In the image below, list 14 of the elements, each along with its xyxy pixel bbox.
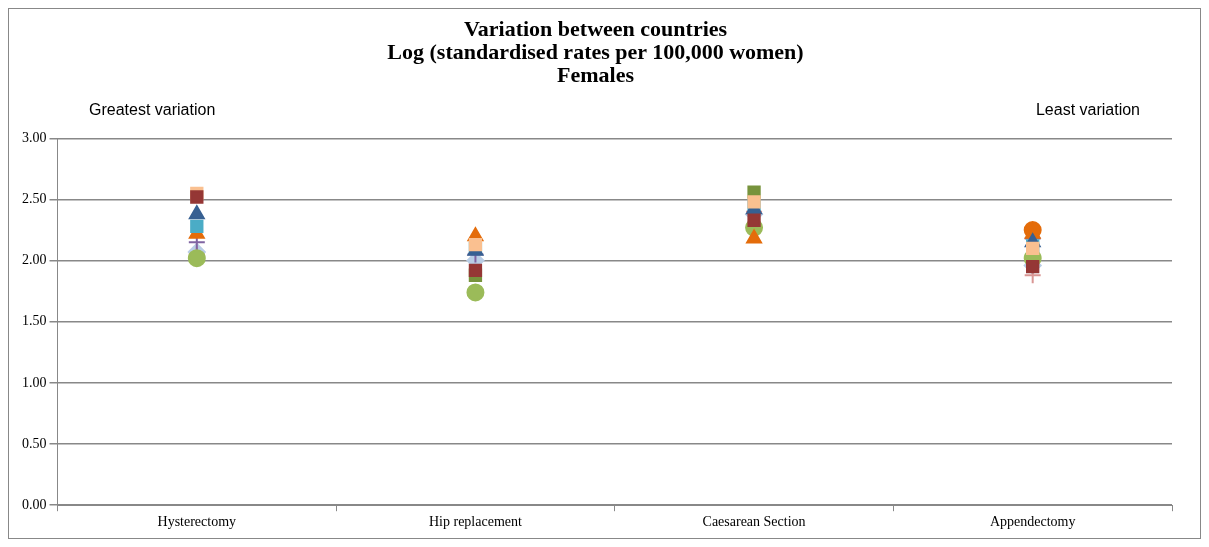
y-tick-label: 2.50 <box>22 191 47 207</box>
x-tick-label: Caesarean Section <box>702 514 806 530</box>
y-tick-label: 3.00 <box>22 129 47 145</box>
chart-title: Variation between countries Log (standardised rates per 100,000 women) Females <box>387 16 804 88</box>
text: Greatest variation <box>89 101 216 119</box>
x-tick-label: Hysterectomy <box>157 514 237 530</box>
x-tick-label: Appendectomy <box>989 514 1076 530</box>
y-tick-label: 0.00 <box>22 496 47 512</box>
text: Least variation <box>1035 101 1140 119</box>
y-tick-label: 1.50 <box>22 313 47 329</box>
y-tick-label: 1.00 <box>22 374 47 390</box>
x-tick-label: Hip replacement <box>428 514 522 530</box>
y-tick-label: 0.50 <box>22 435 47 451</box>
y-tick-label: 2.00 <box>22 252 47 268</box>
